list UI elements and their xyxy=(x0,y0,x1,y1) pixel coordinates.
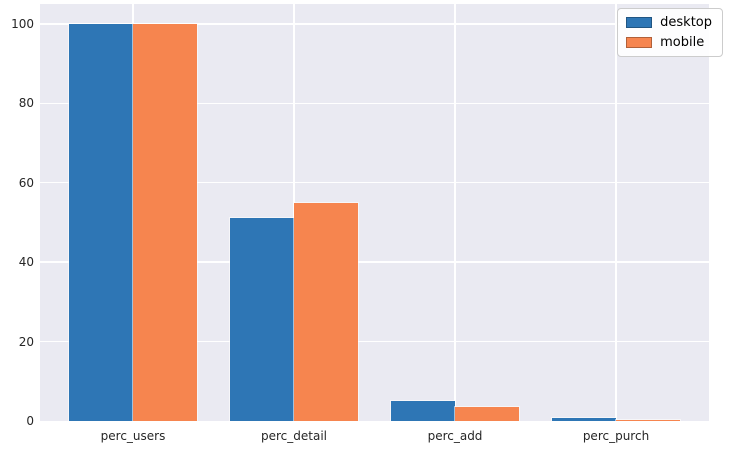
x-tick-label-perc_purch: perc_purch xyxy=(582,429,650,443)
horizontal-gridline-100 xyxy=(40,23,709,25)
vertical-gridline-perc_purch xyxy=(615,4,617,421)
bar-mobile-perc_detail xyxy=(293,201,359,423)
horizontal-gridline-20 xyxy=(40,340,709,343)
y-tick-label-100: 100 xyxy=(11,16,34,31)
x-tick-label-perc_users: perc_users xyxy=(100,429,166,443)
legend-item-mobile: mobile xyxy=(626,35,712,50)
y-tick-label-40: 40 xyxy=(18,255,34,270)
horizontal-gridline-80 xyxy=(40,102,709,105)
bar-desktop-perc_users xyxy=(68,22,134,423)
bar-desktop-perc_detail xyxy=(229,217,295,422)
legend: desktop mobile xyxy=(617,8,723,57)
bar-desktop-perc_add xyxy=(390,400,456,422)
bar-mobile-perc_purch xyxy=(615,418,681,423)
legend-item-desktop: desktop xyxy=(626,15,712,30)
vertical-gridline-perc_add xyxy=(454,4,456,421)
legend-label-mobile: mobile xyxy=(660,35,705,50)
y-tick-label-20: 20 xyxy=(18,334,34,349)
desktop-swatch xyxy=(626,17,653,28)
bar-mobile-perc_add xyxy=(454,406,520,422)
x-tick-label-perc_add: perc_add xyxy=(427,429,483,443)
y-tick-label-80: 80 xyxy=(18,96,34,111)
x-tick-label-perc_detail: perc_detail xyxy=(261,429,327,443)
bar-mobile-perc_users xyxy=(132,22,198,423)
legend-label-desktop: desktop xyxy=(660,15,712,30)
bar-desktop-perc_purch xyxy=(551,416,617,423)
horizontal-gridline-40 xyxy=(40,261,709,263)
y-tick-label-60: 60 xyxy=(18,175,34,190)
plot-area xyxy=(40,4,709,423)
y-tick-label-0: 0 xyxy=(26,414,34,428)
mobile-swatch xyxy=(626,37,653,48)
horizontal-gridline-60 xyxy=(40,181,709,184)
